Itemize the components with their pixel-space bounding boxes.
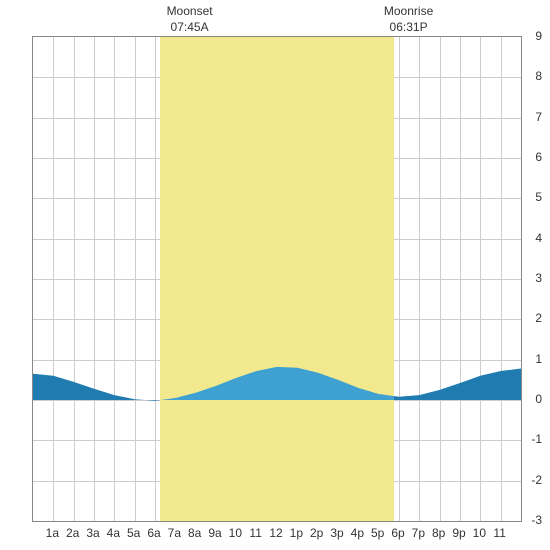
moonrise-label: Moonrise 06:31P xyxy=(384,4,433,35)
y-tick-label: 4 xyxy=(524,231,542,245)
y-tick-label: 5 xyxy=(524,190,542,204)
x-tick-label: 5p xyxy=(371,526,384,540)
tide-area-series xyxy=(33,37,521,521)
x-tick-label: 7a xyxy=(168,526,181,540)
x-tick-label: 11 xyxy=(493,526,505,540)
x-tick-label: 9a xyxy=(208,526,221,540)
moonrise-time: 06:31P xyxy=(384,20,433,36)
plot-area xyxy=(32,36,522,522)
x-tick-label: 4p xyxy=(351,526,364,540)
x-tick-label: 9p xyxy=(452,526,465,540)
x-tick-label: 4a xyxy=(107,526,120,540)
moonrise-title: Moonrise xyxy=(384,4,433,20)
x-tick-label: 6a xyxy=(147,526,160,540)
x-tick-label: 6p xyxy=(391,526,404,540)
x-tick-label: 5a xyxy=(127,526,140,540)
x-tick-label: 10 xyxy=(473,526,486,540)
tide-chart: Moonset 07:45A Moonrise 06:31P -3-2-1012… xyxy=(0,0,550,550)
moonset-title: Moonset xyxy=(167,4,213,20)
x-tick-label: 10 xyxy=(229,526,242,540)
y-tick-label: 6 xyxy=(524,150,542,164)
y-tick-label: 1 xyxy=(524,352,542,366)
moonset-time: 07:45A xyxy=(167,20,213,36)
moonset-label: Moonset 07:45A xyxy=(167,4,213,35)
x-tick-label: 11 xyxy=(249,526,261,540)
x-tick-label: 7p xyxy=(412,526,425,540)
y-tick-label: 8 xyxy=(524,69,542,83)
y-tick-label: 0 xyxy=(524,392,542,406)
y-tick-label: -2 xyxy=(524,473,542,487)
x-tick-label: 1a xyxy=(46,526,59,540)
x-tick-label: 3a xyxy=(86,526,99,540)
x-tick-label: 2p xyxy=(310,526,323,540)
y-tick-label: 2 xyxy=(524,311,542,325)
x-tick-label: 1p xyxy=(290,526,303,540)
y-tick-label: 7 xyxy=(524,110,542,124)
y-tick-label: 9 xyxy=(524,29,542,43)
x-tick-label: 8a xyxy=(188,526,201,540)
x-tick-label: 2a xyxy=(66,526,79,540)
y-tick-label: -3 xyxy=(524,513,542,527)
x-tick-label: 8p xyxy=(432,526,445,540)
y-tick-label: 3 xyxy=(524,271,542,285)
x-tick-label: 12 xyxy=(269,526,282,540)
x-tick-label: 3p xyxy=(330,526,343,540)
y-tick-label: -1 xyxy=(524,432,542,446)
